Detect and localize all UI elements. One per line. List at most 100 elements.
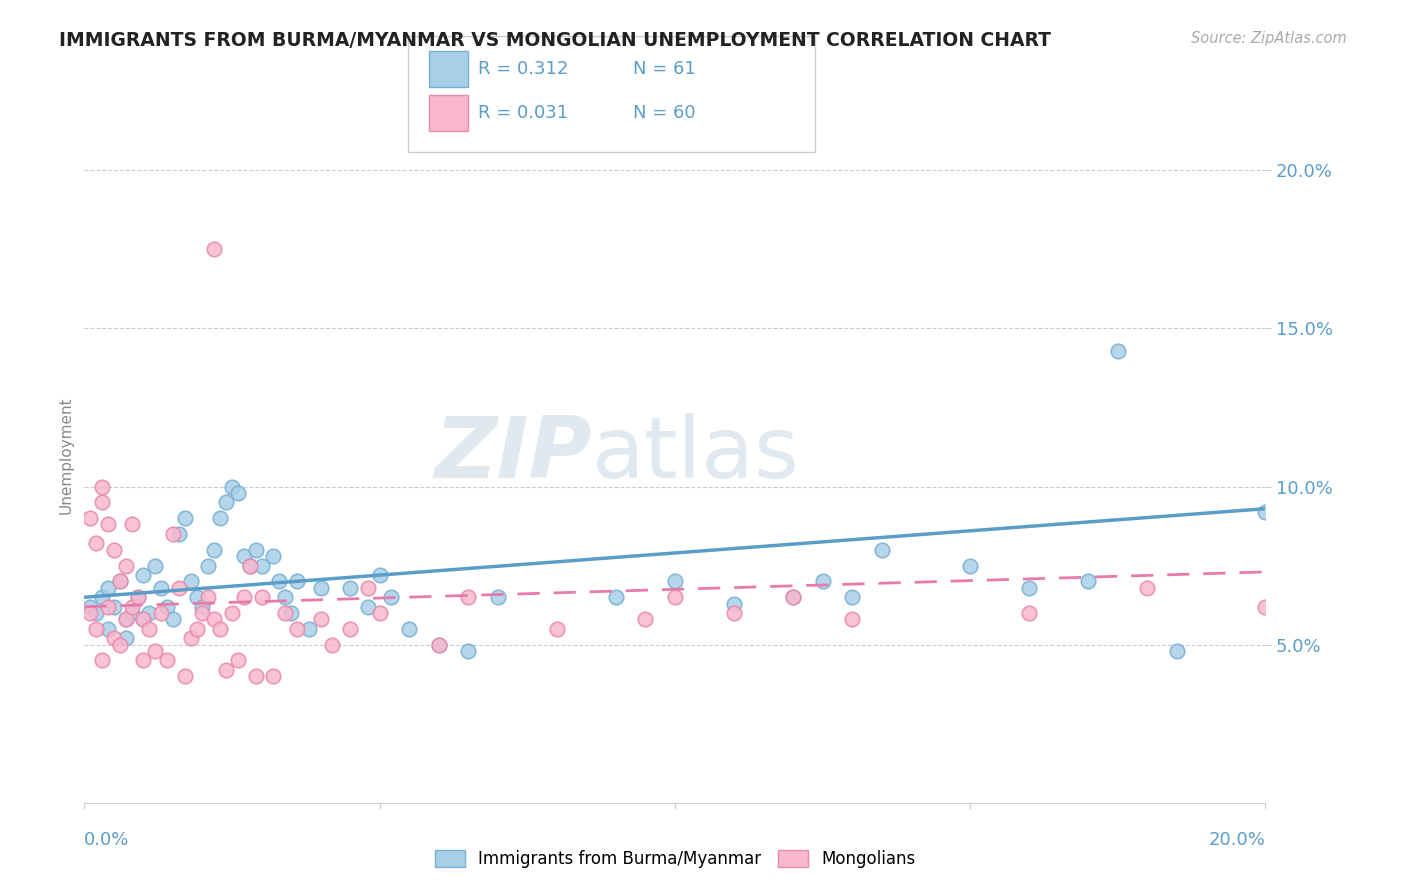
Point bbox=[221, 606, 243, 620]
Point bbox=[274, 606, 297, 620]
Point bbox=[91, 653, 114, 667]
Point bbox=[209, 622, 232, 636]
Point bbox=[91, 479, 114, 493]
Point bbox=[132, 568, 155, 582]
Point bbox=[114, 612, 136, 626]
Point bbox=[121, 517, 143, 532]
Point bbox=[121, 606, 143, 620]
Point bbox=[180, 574, 202, 589]
Point bbox=[180, 632, 202, 646]
Point bbox=[173, 511, 195, 525]
Point bbox=[245, 669, 267, 683]
Text: N = 60: N = 60 bbox=[633, 104, 696, 122]
Text: R = 0.031: R = 0.031 bbox=[478, 104, 568, 122]
Point bbox=[427, 638, 450, 652]
Point bbox=[339, 581, 361, 595]
Point bbox=[368, 568, 391, 582]
Point bbox=[143, 558, 166, 573]
Text: N = 61: N = 61 bbox=[633, 60, 696, 78]
Point bbox=[114, 558, 136, 573]
Point bbox=[870, 542, 893, 557]
Point bbox=[782, 591, 804, 605]
Point bbox=[221, 479, 243, 493]
Point bbox=[79, 606, 101, 620]
Point bbox=[121, 599, 143, 614]
Point bbox=[138, 606, 160, 620]
Point bbox=[162, 612, 184, 626]
Point bbox=[321, 638, 343, 652]
Point bbox=[103, 542, 125, 557]
Point bbox=[782, 591, 804, 605]
Point bbox=[132, 653, 155, 667]
Point bbox=[186, 591, 208, 605]
Point bbox=[486, 591, 509, 605]
Point bbox=[398, 622, 420, 636]
Point bbox=[239, 558, 262, 573]
Point bbox=[127, 591, 149, 605]
Point bbox=[197, 591, 219, 605]
Point bbox=[309, 581, 332, 595]
Point bbox=[91, 591, 114, 605]
Point bbox=[108, 574, 131, 589]
Point bbox=[841, 612, 863, 626]
Point bbox=[357, 581, 380, 595]
Point bbox=[103, 599, 125, 614]
Point bbox=[605, 591, 627, 605]
Point bbox=[79, 599, 101, 614]
Point bbox=[546, 622, 568, 636]
Point bbox=[232, 591, 254, 605]
Point bbox=[97, 581, 120, 595]
Point bbox=[309, 612, 332, 626]
Point bbox=[427, 638, 450, 652]
Point bbox=[197, 558, 219, 573]
Point bbox=[245, 542, 267, 557]
Point bbox=[132, 612, 155, 626]
Point bbox=[97, 599, 120, 614]
Point bbox=[250, 591, 273, 605]
Point bbox=[167, 527, 190, 541]
Point bbox=[1018, 581, 1040, 595]
Point bbox=[1136, 581, 1159, 595]
Text: R = 0.312: R = 0.312 bbox=[478, 60, 568, 78]
Text: 0.0%: 0.0% bbox=[84, 830, 129, 848]
Point bbox=[84, 536, 107, 550]
Point bbox=[173, 669, 195, 683]
Point bbox=[138, 622, 160, 636]
Point bbox=[269, 574, 291, 589]
Point bbox=[841, 591, 863, 605]
Point bbox=[84, 606, 107, 620]
Point bbox=[298, 622, 321, 636]
Point bbox=[262, 549, 284, 563]
Point bbox=[162, 527, 184, 541]
Point bbox=[143, 644, 166, 658]
Point bbox=[723, 606, 745, 620]
Point bbox=[1107, 343, 1129, 358]
Text: IMMIGRANTS FROM BURMA/MYANMAR VS MONGOLIAN UNEMPLOYMENT CORRELATION CHART: IMMIGRANTS FROM BURMA/MYANMAR VS MONGOLI… bbox=[59, 31, 1052, 50]
Point bbox=[202, 243, 225, 257]
Legend: Immigrants from Burma/Myanmar, Mongolians: Immigrants from Burma/Myanmar, Mongolian… bbox=[427, 843, 922, 874]
Text: Source: ZipAtlas.com: Source: ZipAtlas.com bbox=[1191, 31, 1347, 46]
Point bbox=[202, 612, 225, 626]
Point bbox=[156, 653, 179, 667]
Point bbox=[127, 591, 149, 605]
Point bbox=[209, 511, 232, 525]
Point bbox=[285, 622, 308, 636]
Point bbox=[97, 622, 120, 636]
Point bbox=[167, 581, 190, 595]
Point bbox=[262, 669, 284, 683]
Point bbox=[97, 517, 120, 532]
Text: 20.0%: 20.0% bbox=[1209, 830, 1265, 848]
Point bbox=[811, 574, 834, 589]
Point bbox=[339, 622, 361, 636]
Point bbox=[1254, 599, 1277, 614]
Point bbox=[186, 622, 208, 636]
Point bbox=[108, 638, 131, 652]
Point bbox=[664, 591, 686, 605]
Point bbox=[280, 606, 302, 620]
Point bbox=[723, 597, 745, 611]
Point bbox=[202, 542, 225, 557]
Point bbox=[226, 486, 249, 500]
Point bbox=[114, 632, 136, 646]
Point bbox=[457, 644, 479, 658]
Point bbox=[150, 606, 173, 620]
